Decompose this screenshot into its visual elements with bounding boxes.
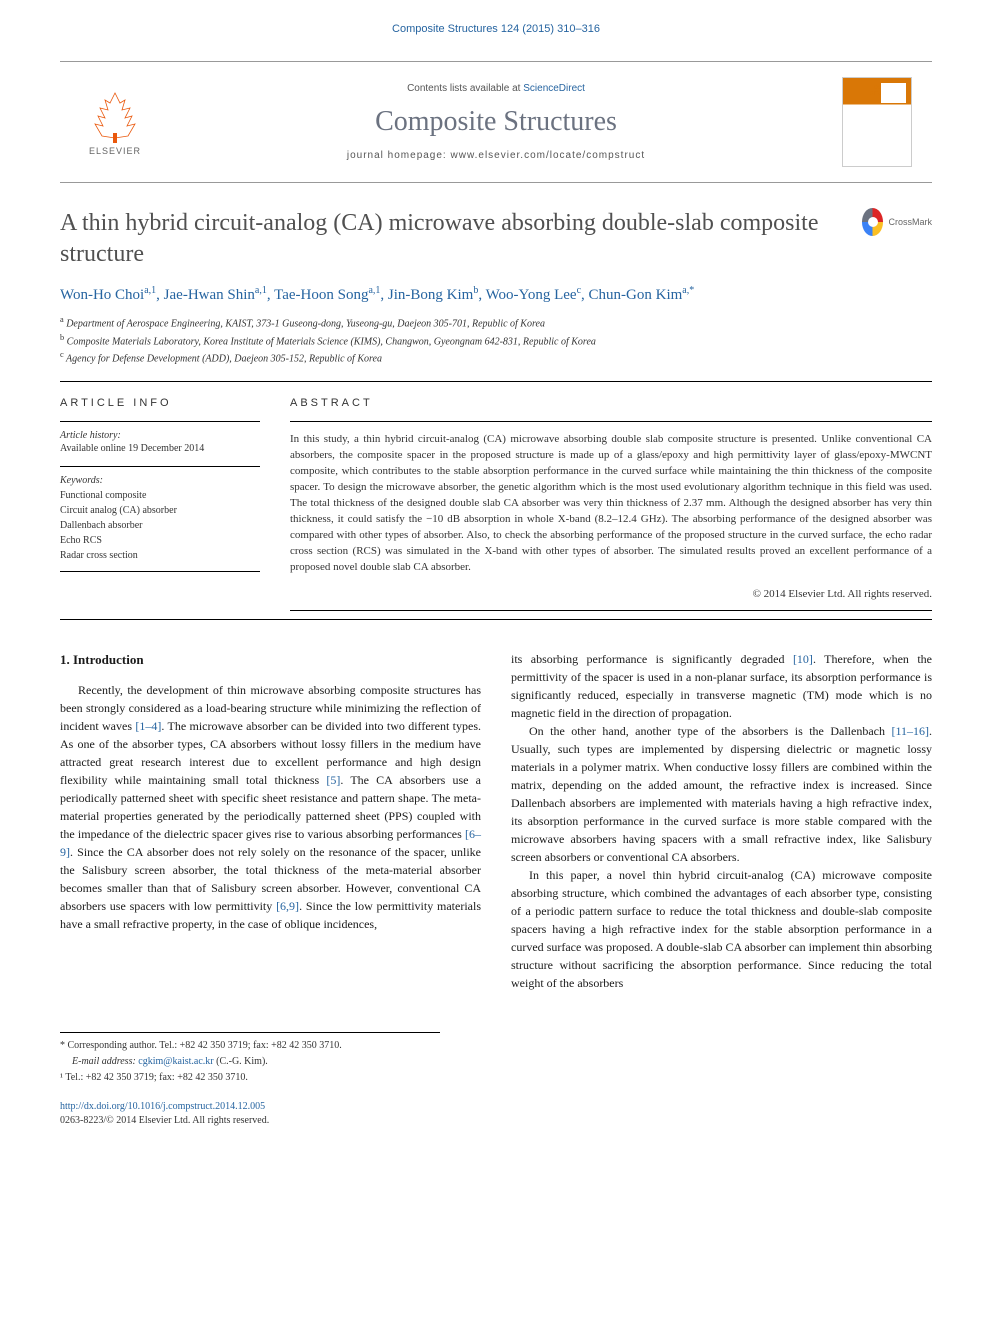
abstract-section: ABSTRACT In this study, a thin hybrid ci… bbox=[290, 382, 932, 618]
email-link[interactable]: cgkim@kaist.ac.kr bbox=[138, 1056, 213, 1067]
ref-link[interactable]: [5] bbox=[326, 773, 340, 787]
email-note: E-mail address: cgkim@kaist.ac.kr (C.-G.… bbox=[60, 1055, 440, 1069]
author-name: Woo-Yong Lee bbox=[486, 287, 577, 303]
author-name: Jae-Hwan Shin bbox=[164, 287, 255, 303]
article-info-heading: ARTICLE INFO bbox=[60, 397, 260, 409]
homepage-url[interactable]: www.elsevier.com/locate/compstruct bbox=[451, 150, 646, 161]
article-title: A thin hybrid circuit-analog (CA) microw… bbox=[60, 208, 862, 270]
journal-homepage: journal homepage: www.elsevier.com/locat… bbox=[150, 150, 842, 161]
body-paragraph: In this paper, a novel thin hybrid circu… bbox=[511, 866, 932, 992]
issn-copyright: 0263-8223/© 2014 Elsevier Ltd. All right… bbox=[60, 1115, 269, 1126]
tel-note: ¹ Tel.: +82 42 350 3719; fax: +82 42 350… bbox=[60, 1071, 440, 1085]
author-affil-sup: a,* bbox=[682, 285, 694, 296]
crossmark-badge[interactable]: CrossMark bbox=[862, 208, 932, 236]
journal-name: Composite Structures bbox=[150, 106, 842, 138]
author-affil-sup: a,1 bbox=[368, 285, 380, 296]
body-paragraph: Recently, the development of thin microw… bbox=[60, 681, 481, 933]
column-left: 1. Introduction Recently, the developmen… bbox=[60, 650, 481, 992]
journal-cover-thumbnail: COMPOSITE STRUCTURES bbox=[842, 77, 912, 167]
keyword-item: Dallenbach absorber bbox=[60, 518, 260, 533]
keyword-item: Echo RCS bbox=[60, 533, 260, 548]
elsevier-tree-icon bbox=[90, 88, 140, 143]
elsevier-logo: ELSEVIER bbox=[80, 82, 150, 162]
history-text: Available online 19 December 2014 bbox=[60, 443, 260, 454]
doi-footer: http://dx.doi.org/10.1016/j.compstruct.2… bbox=[60, 1100, 932, 1128]
contents-line: Contents lists available at ScienceDirec… bbox=[150, 83, 842, 94]
author-affil-sup: a,1 bbox=[144, 285, 156, 296]
keyword-item: Functional composite bbox=[60, 488, 260, 503]
keywords-list: Functional compositeCircuit analog (CA) … bbox=[60, 488, 260, 563]
copyright-line: © 2014 Elsevier Ltd. All rights reserved… bbox=[290, 588, 932, 600]
author-affil-sup: c bbox=[577, 285, 581, 296]
author-name: Won-Ho Choi bbox=[60, 287, 144, 303]
authors-list: Won-Ho Choia,1, Jae-Hwan Shina,1, Tae-Ho… bbox=[60, 285, 932, 304]
body-paragraph: its absorbing performance is significant… bbox=[511, 650, 932, 722]
sciencedirect-link[interactable]: ScienceDirect bbox=[523, 83, 585, 94]
affiliations-list: a Department of Aerospace Engineering, K… bbox=[60, 314, 932, 366]
author-affil-sup: a,1 bbox=[255, 285, 267, 296]
ref-link[interactable]: [6,9] bbox=[276, 899, 299, 913]
footnotes: * Corresponding author. Tel.: +82 42 350… bbox=[60, 1032, 440, 1085]
author-name: Tae-Hoon Song bbox=[274, 287, 368, 303]
crossmark-label: CrossMark bbox=[888, 217, 932, 227]
abstract-heading: ABSTRACT bbox=[290, 397, 932, 409]
column-right: its absorbing performance is significant… bbox=[511, 650, 932, 992]
author-name: Jin-Bong Kim bbox=[388, 287, 473, 303]
body-paragraph: On the other hand, another type of the a… bbox=[511, 722, 932, 866]
doi-link[interactable]: http://dx.doi.org/10.1016/j.compstruct.2… bbox=[60, 1101, 265, 1112]
journal-header-box: ELSEVIER Contents lists available at Sci… bbox=[60, 61, 932, 183]
history-label: Article history: bbox=[60, 430, 260, 441]
corresponding-author-note: * Corresponding author. Tel.: +82 42 350… bbox=[60, 1039, 440, 1053]
keywords-label: Keywords: bbox=[60, 475, 260, 486]
abstract-text: In this study, a thin hybrid circuit-ana… bbox=[290, 432, 932, 575]
section-divider bbox=[60, 619, 932, 620]
ref-link[interactable]: [10] bbox=[793, 652, 813, 666]
introduction-heading: 1. Introduction bbox=[60, 650, 481, 670]
ref-link[interactable]: [11–16] bbox=[891, 724, 929, 738]
body-two-column: 1. Introduction Recently, the developmen… bbox=[60, 650, 932, 992]
ref-link[interactable]: [1–4] bbox=[135, 719, 161, 733]
ref-link[interactable]: [6–9] bbox=[60, 827, 481, 859]
keyword-item: Radar cross section bbox=[60, 548, 260, 563]
journal-reference: Composite Structures 124 (2015) 310–316 bbox=[392, 23, 600, 35]
article-info-sidebar: ARTICLE INFO Article history: Available … bbox=[60, 382, 260, 618]
elsevier-label: ELSEVIER bbox=[89, 146, 141, 156]
keyword-item: Circuit analog (CA) absorber bbox=[60, 503, 260, 518]
author-affil-sup: b bbox=[473, 285, 478, 296]
author-name: Chun-Gon Kim bbox=[589, 287, 683, 303]
crossmark-icon bbox=[862, 208, 883, 236]
